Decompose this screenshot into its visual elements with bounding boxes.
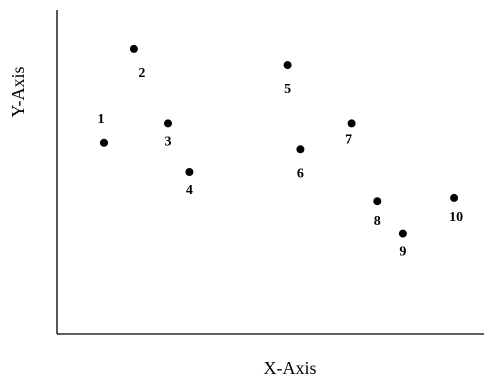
- scatter-point-9: [398, 229, 407, 238]
- scatter-point-10: [450, 193, 459, 202]
- point-label-8: 8: [374, 214, 381, 229]
- point-label-1: 1: [98, 112, 105, 127]
- scatter-point-4: [185, 168, 194, 176]
- point-labels: 1 2 3 4 5 6 7 8 9 10: [98, 66, 464, 260]
- x-axis-label: X-Axis: [264, 358, 317, 378]
- scatter-point-3: [164, 119, 172, 128]
- scatter-points: [100, 44, 459, 238]
- scatter-point-8: [373, 197, 382, 206]
- point-label-5: 5: [284, 82, 291, 97]
- scatter-point-6: [296, 145, 305, 154]
- scatter-point-7: [347, 119, 356, 128]
- point-label-2: 2: [138, 66, 145, 81]
- point-label-4: 4: [186, 183, 193, 198]
- point-label-9: 9: [399, 245, 406, 260]
- y-axis-label: Y-Axis: [8, 66, 28, 117]
- point-label-10: 10: [449, 210, 463, 225]
- scatter-point-2: [129, 44, 138, 53]
- scatter-point-5: [283, 61, 292, 70]
- scatter-point-1: [100, 138, 108, 147]
- point-label-3: 3: [165, 134, 172, 149]
- point-label-7: 7: [345, 132, 352, 147]
- point-label-6: 6: [297, 166, 304, 181]
